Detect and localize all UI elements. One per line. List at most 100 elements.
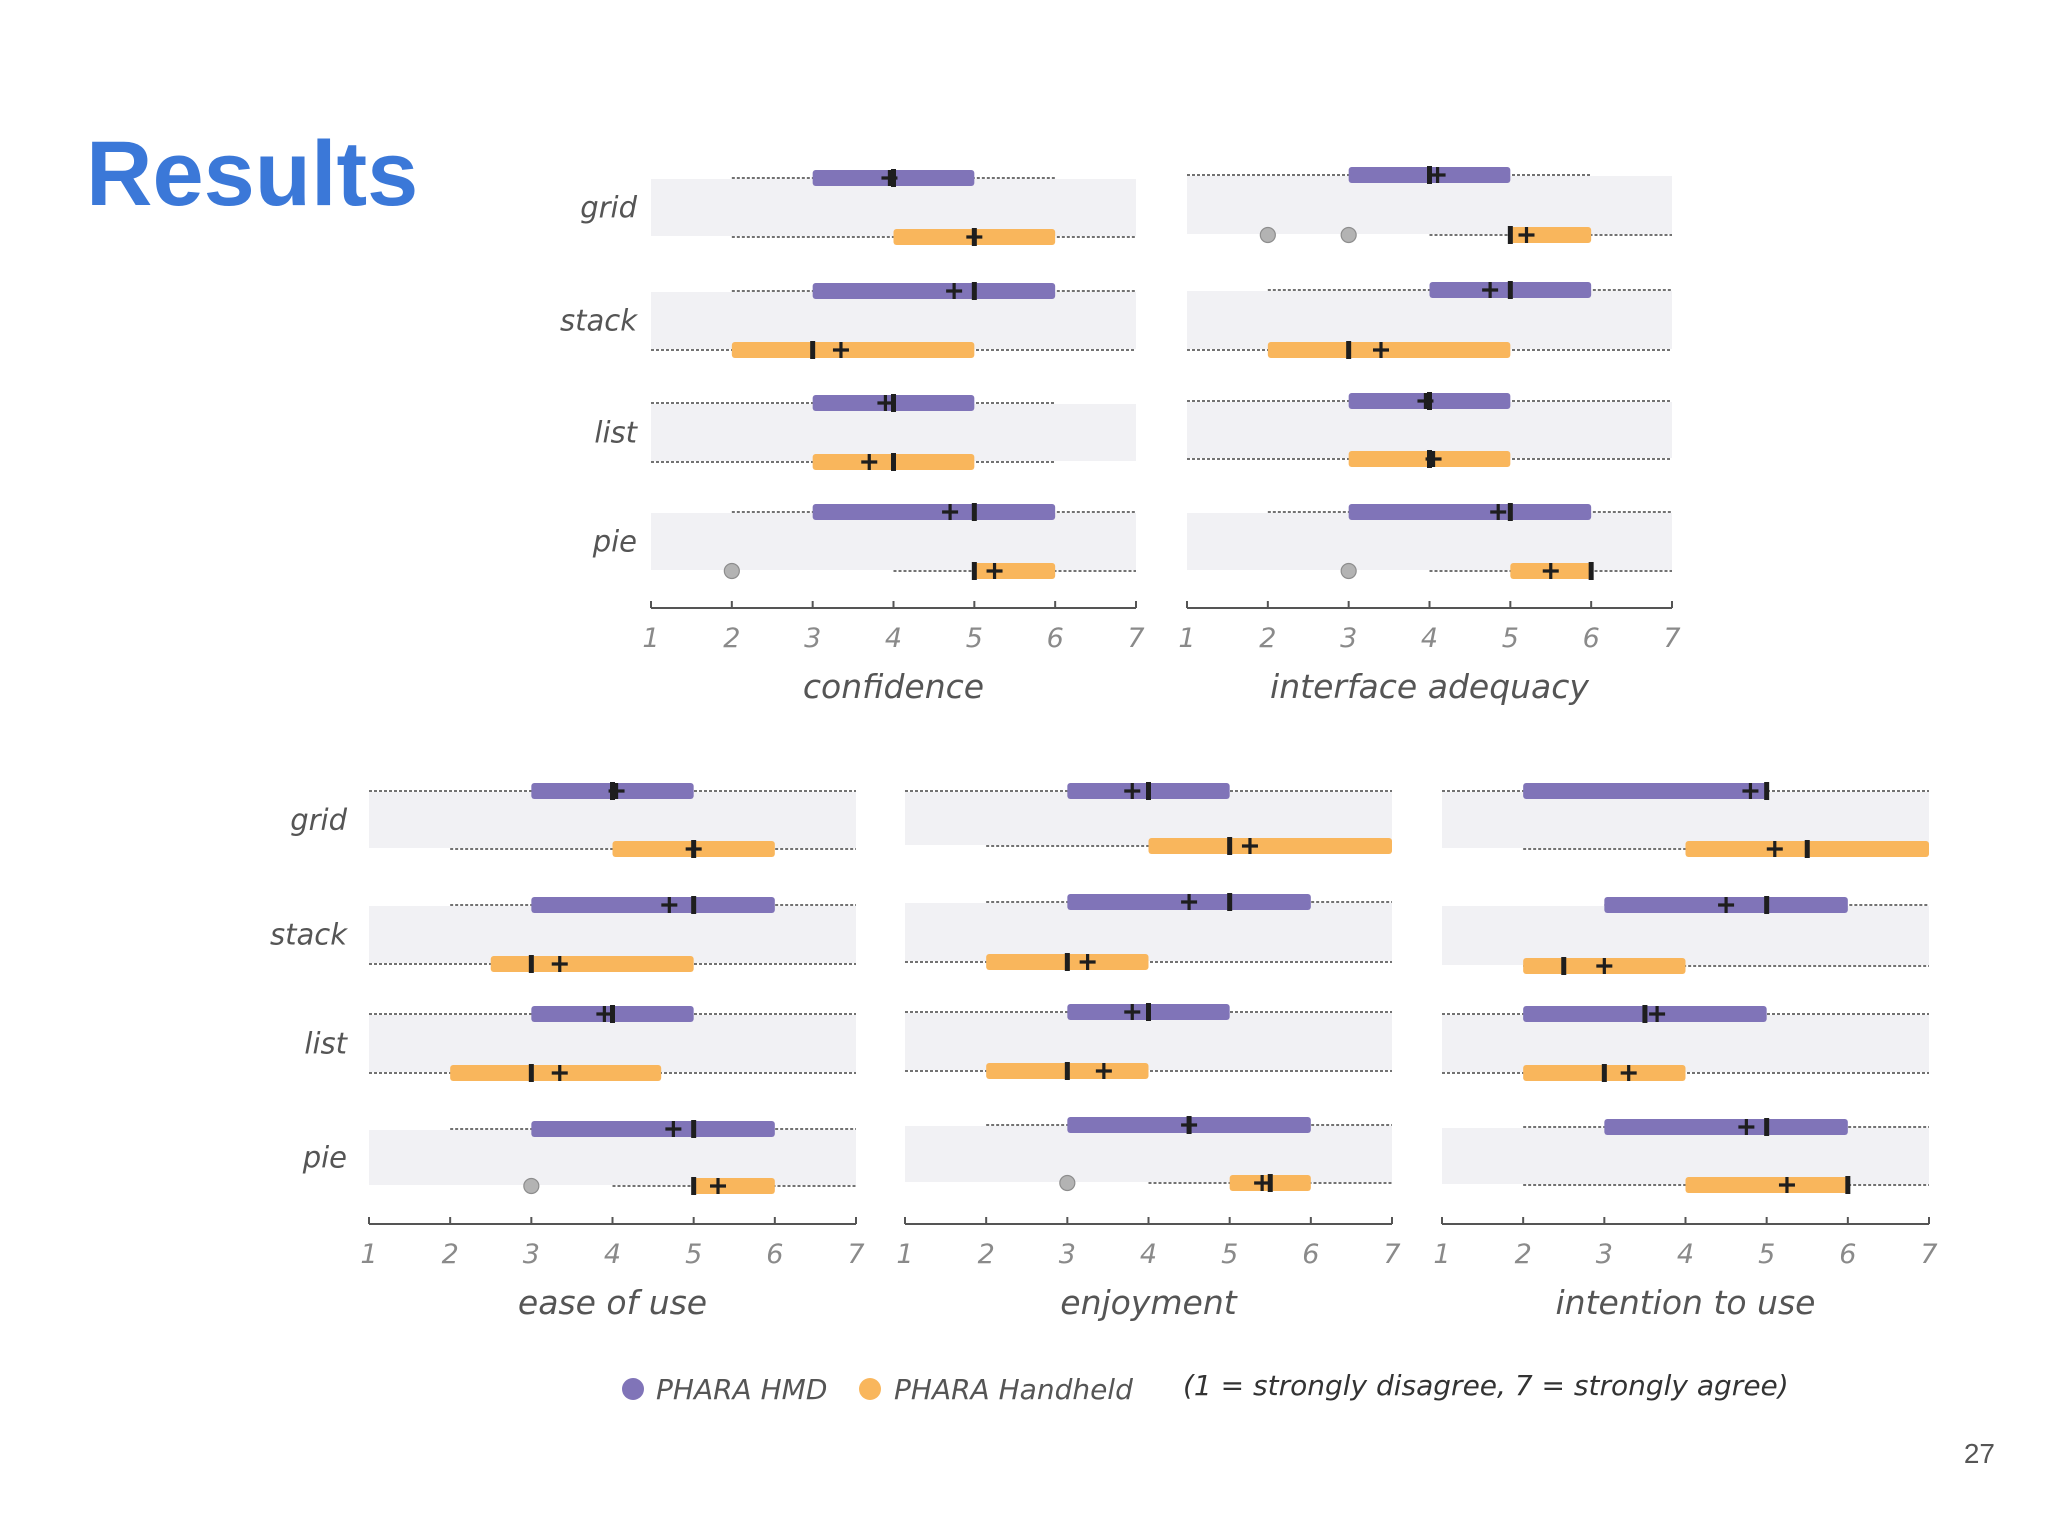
x-tick-label: 6 [1047,623,1064,654]
legend-hmd-swatch [622,1378,644,1400]
median-mark [1588,562,1594,580]
iqr-box-handheld [1510,227,1592,243]
iqr-box-handheld [974,563,1056,579]
x-axis-label: enjoyment [1060,1283,1237,1322]
iqr-box-hmd [1348,504,1592,520]
row-band [1442,1015,1929,1072]
mean-mark [710,1178,727,1194]
median-mark [1064,953,1070,971]
mean-mark [1742,783,1759,799]
outlier-point [1059,1174,1076,1192]
x-tick-label: 6 [1302,1239,1319,1270]
x-tick-label: 6 [766,1239,783,1270]
row-band [1187,402,1672,458]
mean-mark [861,454,878,470]
median-mark [1146,782,1151,800]
outlier-point [523,1177,540,1195]
mean-mark [877,395,894,411]
mean-mark [1095,1063,1112,1079]
iqr-box-hmd [812,504,1056,520]
mean-mark [1542,563,1559,579]
row-band [905,1013,1392,1070]
row-band [651,179,1136,236]
x-tick-label: 1 [360,1239,377,1270]
outlier-point [1340,226,1357,244]
chart-panel-intention-to-use: 1 2 3 4 5 6 7 intention to use [1433,782,1938,1322]
median-mark [971,503,977,521]
x-tick-label: 6 [1583,623,1600,654]
iqr-box-handheld [1267,342,1511,358]
median-mark [1227,837,1233,855]
x-tick-label: 5 [1221,1239,1238,1270]
mean-mark [942,504,959,520]
median-mark [1146,1003,1151,1021]
slide-title: Results [86,123,419,225]
mean-mark [1241,838,1258,854]
chart-panel-confidence: grid stack list pie 1 2 3 4 5 6 7 confidence [560,169,1145,706]
median-mark [1064,1062,1070,1080]
median-mark [1267,1174,1273,1192]
x-tick-label: 2 [1259,623,1276,654]
mean-mark [596,1006,613,1022]
median-mark [971,562,977,580]
median-mark [1507,503,1513,521]
x-tick-label: 7 [847,1239,864,1270]
mean-mark [1490,504,1507,520]
x-tick-label: 6 [1839,1239,1856,1270]
median-mark [891,394,896,412]
legend-handheld-swatch [859,1378,881,1400]
page-number: 27 [1963,1438,1995,1469]
row-label: list [304,1027,348,1061]
mean-mark [1738,1119,1755,1135]
mean-mark [665,1121,682,1137]
x-tick-label: 4 [604,1239,621,1270]
iqr-box-handheld [693,1178,775,1194]
mean-mark [608,783,625,799]
mean-mark [1482,282,1499,298]
median-mark [1601,1064,1607,1082]
x-tick-label: 3 [1596,1239,1613,1270]
x-tick-label: 2 [723,623,740,654]
x-tick-label: 2 [1515,1239,1532,1270]
x-tick-label: 2 [978,1239,995,1270]
median-mark [1346,341,1352,359]
median-mark [528,1064,534,1082]
row-band [651,513,1136,570]
median-mark [691,896,697,914]
outlier-point [1259,226,1276,244]
mean-mark [1417,393,1434,409]
outlier-point [723,562,740,580]
iqr-box-handheld [490,956,694,972]
row-label: stack [270,918,348,952]
mean-mark [1649,1006,1666,1022]
median-mark [691,1177,697,1195]
row-band [369,1130,856,1185]
mean-mark [946,283,963,299]
x-tick-label: 5 [685,1239,702,1270]
median-mark [1642,1005,1648,1023]
x-tick-label: 2 [442,1239,459,1270]
scale-note: (1 = strongly disagree, 7 = strongly agr… [1183,1369,1789,1402]
mean-mark [1766,841,1783,857]
x-tick-label: 4 [1421,623,1438,654]
row-label: stack [560,304,638,338]
median-mark [1561,957,1567,975]
x-tick-label: 4 [1140,1239,1157,1270]
mean-mark [685,841,702,857]
median-mark [1764,896,1770,914]
iqr-box-hmd [531,897,775,913]
median-mark [971,282,977,300]
median-mark [1507,281,1513,299]
x-axis-label: confidence [803,667,984,706]
row-band [905,903,1392,961]
x-tick-label: 4 [885,623,902,654]
mean-mark [966,229,983,245]
mean-mark [832,342,849,358]
x-tick-label: 3 [523,1239,540,1270]
mean-mark [1596,958,1613,974]
x-tick-label: 7 [1383,1239,1400,1270]
x-tick-label: 3 [804,623,821,654]
iqr-box-hmd [812,283,1056,299]
median-mark [691,1120,697,1138]
